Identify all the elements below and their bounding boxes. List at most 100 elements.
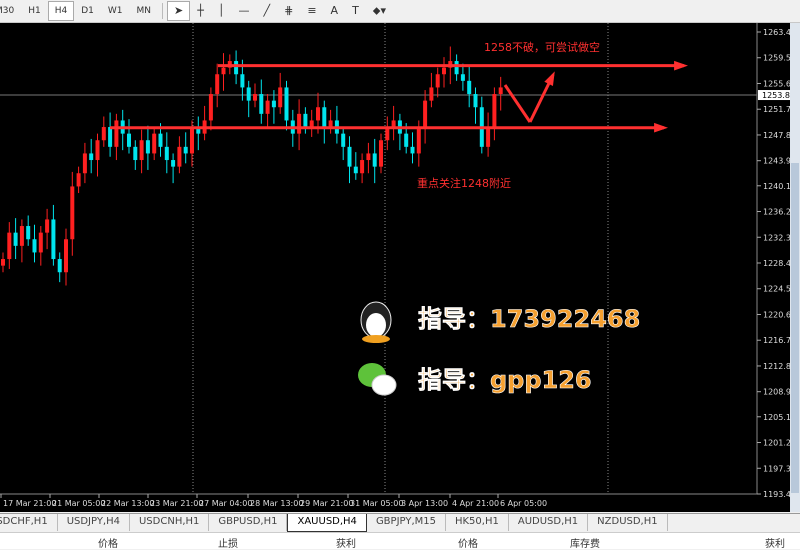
price-label: 1240.10: [763, 182, 790, 191]
bear-candle: [404, 133, 409, 147]
tab-xauusd-h4[interactable]: XAUUSD,H4: [287, 514, 367, 532]
bear-candle: [246, 87, 251, 101]
timeframe-W1[interactable]: W1: [107, 6, 123, 16]
tab-hk50-h1[interactable]: HK50,H1: [446, 514, 509, 531]
bull-candle: [379, 140, 383, 167]
timeframe-H1[interactable]: H1: [28, 6, 41, 16]
bull-candle: [498, 87, 503, 95]
tab-gbpusd-h1[interactable]: GBPUSD,H1: [209, 514, 288, 531]
price-chart[interactable]: 1263.40 1259.50 1255.60 1251.70 1247.80 1243.…: [0, 23, 796, 512]
tab-audusd-h1[interactable]: AUDUSD,H1: [509, 514, 589, 531]
resistance-arrow-head: [674, 60, 688, 71]
time-label: 31 Mar 05:00: [350, 499, 403, 508]
price-label: 1236.20: [763, 208, 790, 217]
time-label: 28 Mar 13:00: [250, 499, 303, 508]
time-label: 17 Mar 21:00: [3, 499, 56, 508]
bull-candle: [429, 87, 434, 101]
fibonacci-icon[interactable]: ⋕: [284, 4, 294, 17]
bull-candle: [492, 94, 497, 128]
timeframe-M30[interactable]: M30: [0, 6, 15, 16]
bear-candle: [26, 226, 31, 240]
timeframe-D1[interactable]: D1: [81, 6, 94, 16]
resistance-note: 1258不破，可尝试做空: [484, 40, 600, 54]
crosshair-icon[interactable]: ┼: [197, 4, 204, 17]
bear-candle: [259, 94, 264, 114]
qq-penguin-feet: [362, 335, 390, 343]
support-arrow-head: [654, 122, 668, 133]
bull-candle: [442, 67, 446, 75]
price-label: 1201.20: [763, 439, 790, 448]
bull-candle: [435, 74, 440, 88]
bear-candle: [133, 146, 138, 161]
zigzag-down: [503, 84, 532, 123]
bull-candle: [360, 160, 365, 174]
price-label: 1232.30: [763, 233, 790, 242]
vertical-line-icon[interactable]: │: [217, 4, 225, 17]
watermark-wechat: 指导：gpp126: [418, 366, 592, 394]
horizontal-line-icon[interactable]: —: [238, 4, 250, 17]
price-label: 1251.70: [763, 105, 790, 114]
bear-candle: [196, 127, 201, 134]
column-header: 库存费: [570, 539, 600, 550]
bull-candle: [366, 153, 371, 161]
wechat-icon-bubble: [371, 374, 397, 396]
bear-candle: [234, 61, 239, 75]
price-label: 1263.40: [763, 28, 790, 37]
bull-candle: [486, 127, 491, 147]
trade-table-header: 价格 止损 获利 价格 库存费 获利: [0, 532, 800, 550]
bull-candle: [190, 127, 194, 154]
shapes-icon[interactable]: ⬥▾: [372, 4, 387, 17]
time-label: 3 Apr 13:00: [401, 499, 448, 508]
bear-candle: [353, 166, 358, 174]
bear-candle: [57, 259, 62, 273]
bull-candle: [265, 100, 270, 114]
bull-candle: [152, 133, 157, 154]
bear-candle: [467, 80, 472, 95]
vertical-scrollbar[interactable]: [790, 23, 800, 512]
price-label: 1208.90: [763, 388, 790, 397]
time-label: 23 Mar 21:00: [150, 499, 203, 508]
bull-candle: [114, 120, 119, 147]
bull-candle: [316, 107, 320, 121]
bull-candle: [416, 127, 421, 154]
label-icon[interactable]: T: [352, 4, 359, 17]
bull-candle: [253, 94, 257, 101]
bear-candle: [284, 87, 289, 121]
time-label: 27 Mar 04:00: [199, 499, 252, 508]
bear-candle: [158, 133, 163, 147]
bull-candle: [76, 173, 81, 187]
channel-icon[interactable]: ≡: [307, 4, 317, 17]
bear-candle: [171, 160, 176, 167]
price-label: 1212.80: [763, 362, 790, 371]
scrollbar-thumb[interactable]: [791, 163, 799, 493]
tab-nzdusd-h1[interactable]: NZDUSD,H1: [588, 514, 668, 531]
bull-candle: [38, 232, 43, 253]
bear-candle: [410, 146, 415, 154]
current-price-box: [758, 90, 790, 101]
trendline-icon[interactable]: ╱: [263, 4, 271, 17]
bull-candle: [215, 74, 220, 95]
timeframe-H4[interactable]: H4: [47, 1, 75, 21]
tab-usdcnh-h1[interactable]: USDCNH,H1: [130, 514, 210, 531]
bear-candle: [347, 146, 352, 167]
bull-candle: [82, 153, 87, 174]
time-label: 6 Apr 05:00: [500, 499, 547, 508]
bull-candle: [95, 140, 100, 161]
bear-candle: [454, 61, 459, 75]
bear-candle: [372, 153, 377, 167]
tab-gbpjpy-m15[interactable]: GBPJPY,M15: [367, 514, 446, 531]
bull-candle: [385, 127, 390, 141]
bull-candle: [328, 120, 333, 128]
text-icon[interactable]: A: [330, 4, 339, 17]
column-header: 获利: [765, 539, 785, 550]
timeframe-MN[interactable]: MN: [136, 6, 152, 16]
price-label: 1205.10: [763, 413, 790, 422]
bull-candle: [19, 226, 24, 246]
tab-usdchf-h1[interactable]: USDCHF,H1: [0, 514, 58, 531]
bear-candle: [108, 127, 113, 147]
time-label: 4 Apr 21:00: [452, 499, 499, 508]
cursor-icon[interactable]: ➤: [167, 1, 191, 21]
tab-usdjpy-h4[interactable]: USDJPY,H4: [58, 514, 130, 531]
zigzag-up-arrow-head: [544, 71, 555, 86]
bull-candle: [391, 120, 396, 128]
